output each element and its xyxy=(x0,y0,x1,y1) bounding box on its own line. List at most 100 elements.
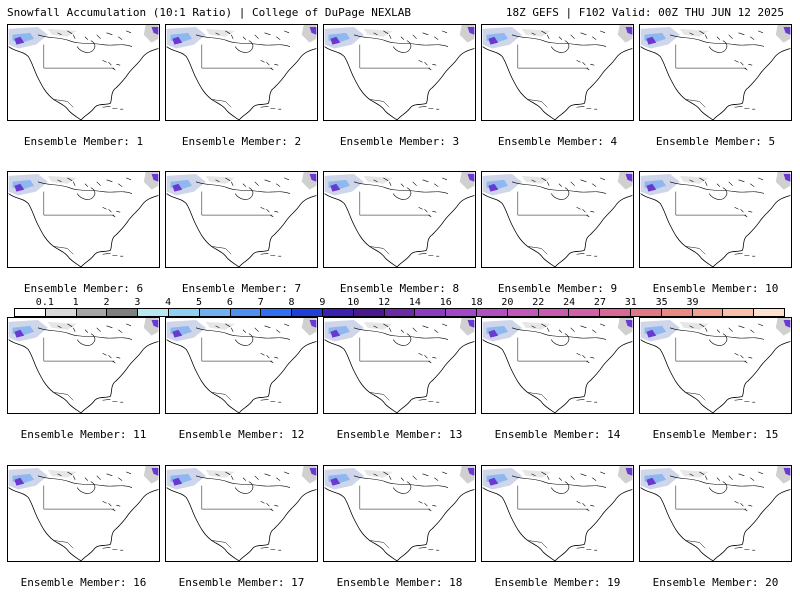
ensemble-map-panel xyxy=(7,317,160,414)
colorbar-tick-label: 20 xyxy=(501,297,514,308)
ensemble-map-panel xyxy=(639,24,792,121)
colorbar-swatch xyxy=(754,309,784,316)
colorbar-tick-label: 12 xyxy=(378,297,391,308)
north-america-map xyxy=(482,318,633,413)
colorbar xyxy=(14,308,785,317)
north-america-map xyxy=(640,172,791,267)
colorbar-tick-label: 16 xyxy=(439,297,452,308)
colorbar-swatch xyxy=(230,309,262,316)
colorbar-tick-label: 31 xyxy=(624,297,637,308)
colorbar-swatch xyxy=(76,309,108,316)
ensemble-map-panel xyxy=(165,465,318,562)
ensemble-map-panel xyxy=(481,317,634,414)
ensemble-member-label: Ensemble Member: 18 xyxy=(336,576,463,589)
colorbar-swatch xyxy=(415,309,447,316)
colorbar-swatch xyxy=(600,309,631,316)
colorbar-tick-label: 1 xyxy=(72,297,79,308)
colorbar-swatch xyxy=(692,309,724,316)
colorbar-swatch xyxy=(107,309,139,316)
ensemble-map-panel xyxy=(639,465,792,562)
ensemble-member-label: Ensemble Member: 13 xyxy=(336,428,463,441)
north-america-map xyxy=(640,466,791,561)
ensemble-member-label: Ensemble Member: 12 xyxy=(178,428,305,441)
ensemble-map-panel xyxy=(639,171,792,268)
ensemble-map-panel xyxy=(323,465,476,562)
north-america-map xyxy=(324,25,475,120)
north-america-map xyxy=(166,318,317,413)
ensemble-member-label: Ensemble Member: 9 xyxy=(497,282,618,295)
north-america-map xyxy=(8,25,159,120)
ensemble-member-label: Ensemble Member: 7 xyxy=(181,282,302,295)
colorbar-tick-label: 22 xyxy=(532,297,545,308)
ensemble-member-label: Ensemble Member: 8 xyxy=(339,282,460,295)
ensemble-member-label: Ensemble Member: 10 xyxy=(652,282,779,295)
colorbar-tick-label: 9 xyxy=(319,297,326,308)
colorbar-tick-label: 7 xyxy=(257,297,264,308)
north-america-map xyxy=(8,466,159,561)
colorbar-swatch xyxy=(384,309,416,316)
ensemble-map-panel xyxy=(481,465,634,562)
north-america-map xyxy=(324,466,475,561)
colorbar-swatch xyxy=(45,309,77,316)
ensemble-member-label: Ensemble Member: 20 xyxy=(652,576,779,589)
colorbar-tick-label: 27 xyxy=(593,297,606,308)
colorbar-swatch xyxy=(476,309,508,316)
colorbar-tick-label: 2 xyxy=(103,297,110,308)
ensemble-map-panel xyxy=(481,24,634,121)
ensemble-map-panel xyxy=(323,24,476,121)
colorbar-swatch xyxy=(292,309,323,316)
colorbar-tick-label: 10 xyxy=(347,297,360,308)
ensemble-map-panel xyxy=(7,24,160,121)
north-america-map xyxy=(166,25,317,120)
colorbar-swatch xyxy=(569,309,601,316)
colorbar-swatch xyxy=(723,309,755,316)
north-america-map xyxy=(324,318,475,413)
ensemble-member-label: Ensemble Member: 2 xyxy=(181,135,302,148)
north-america-map xyxy=(640,318,791,413)
colorbar-tick-label: 6 xyxy=(226,297,233,308)
ensemble-member-label: Ensemble Member: 19 xyxy=(494,576,621,589)
colorbar-swatch xyxy=(261,309,293,316)
colorbar-tick-label: 5 xyxy=(196,297,203,308)
ensemble-member-label: Ensemble Member: 5 xyxy=(655,135,776,148)
ensemble-member-label: Ensemble Member: 17 xyxy=(178,576,305,589)
ensemble-member-label: Ensemble Member: 14 xyxy=(494,428,621,441)
ensemble-map-panel xyxy=(7,465,160,562)
colorbar-swatch xyxy=(353,309,385,316)
ensemble-member-label: Ensemble Member: 16 xyxy=(20,576,147,589)
north-america-map xyxy=(482,466,633,561)
ensemble-map-panel xyxy=(165,317,318,414)
north-america-map xyxy=(166,466,317,561)
ensemble-map-panel xyxy=(323,317,476,414)
colorbar-tick-label: 4 xyxy=(165,297,172,308)
colorbar-swatch xyxy=(199,309,231,316)
colorbar-swatch xyxy=(168,309,200,316)
model-run-valid-time: 18Z GEFS | F102 Valid: 00Z THU JUN 12 20… xyxy=(505,6,784,19)
colorbar-swatch xyxy=(322,309,354,316)
colorbar-swatch xyxy=(138,309,169,316)
north-america-map xyxy=(482,172,633,267)
colorbar-swatch xyxy=(630,309,662,316)
colorbar-swatch xyxy=(15,309,46,316)
ensemble-member-label: Ensemble Member: 3 xyxy=(339,135,460,148)
map-title: Snowfall Accumulation (10:1 Ratio) | Col… xyxy=(7,6,411,19)
ensemble-member-label: Ensemble Member: 4 xyxy=(497,135,618,148)
ensemble-map-panel xyxy=(165,171,318,268)
colorbar-tick-label: 24 xyxy=(563,297,576,308)
north-america-map xyxy=(166,172,317,267)
colorbar-tick-label: 0.1 xyxy=(35,297,54,308)
colorbar-tick-label: 18 xyxy=(470,297,483,308)
colorbar-tick-label: 3 xyxy=(134,297,141,308)
colorbar-swatch xyxy=(507,309,539,316)
ensemble-map-panel xyxy=(7,171,160,268)
ensemble-member-label: Ensemble Member: 6 xyxy=(23,282,144,295)
ensemble-member-label: Ensemble Member: 1 xyxy=(23,135,144,148)
north-america-map xyxy=(8,318,159,413)
ensemble-map-panel xyxy=(165,24,318,121)
north-america-map xyxy=(640,25,791,120)
ensemble-map-panel xyxy=(639,317,792,414)
ensemble-map-panel xyxy=(481,171,634,268)
colorbar-swatch xyxy=(661,309,693,316)
ensemble-member-label: Ensemble Member: 15 xyxy=(652,428,779,441)
colorbar-tick-label: 35 xyxy=(655,297,668,308)
